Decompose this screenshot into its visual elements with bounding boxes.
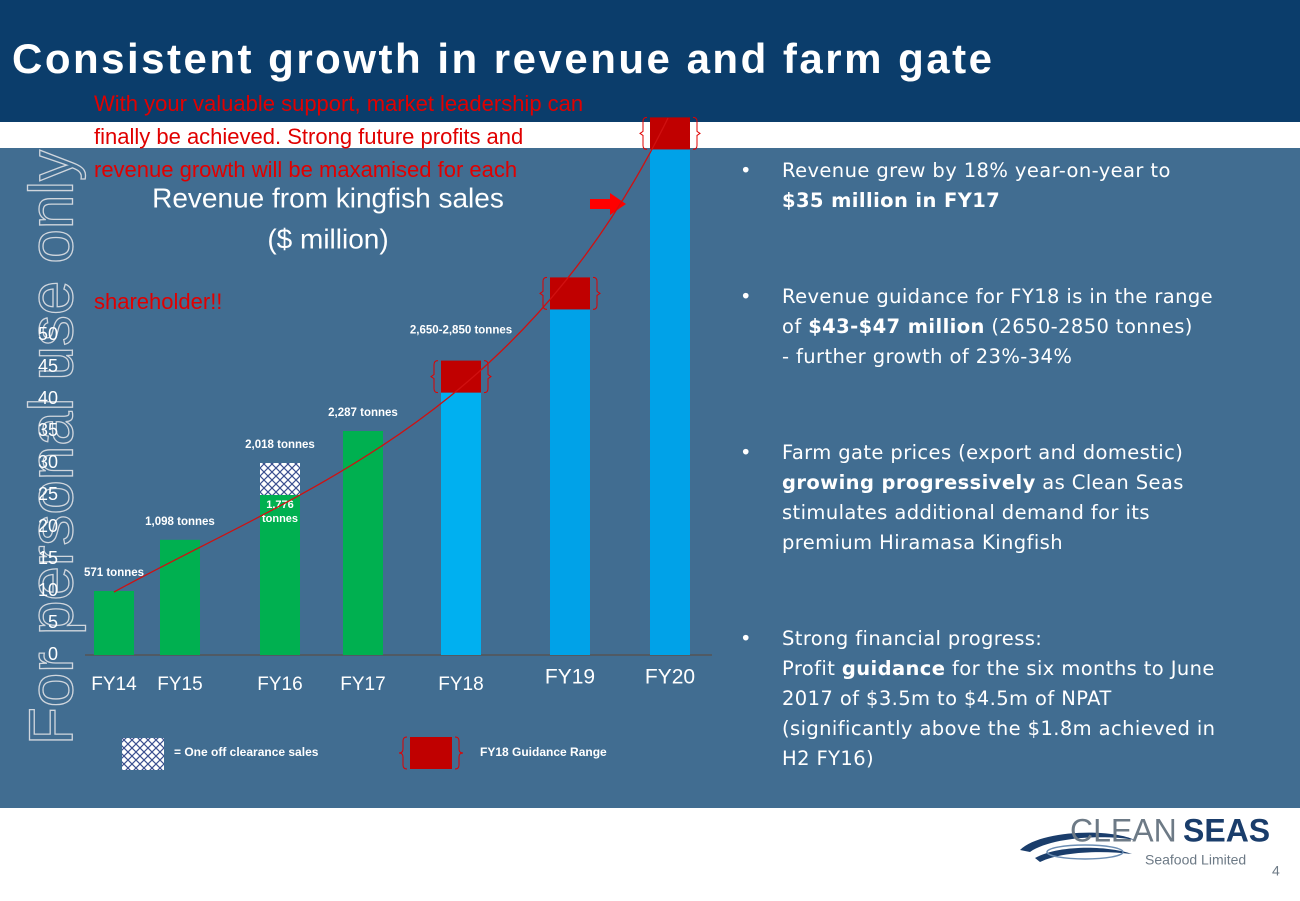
- bullet-text: of: [782, 315, 809, 338]
- legend-label: = One off clearance sales: [174, 745, 319, 759]
- bullet-text: guidance: [841, 657, 946, 680]
- x-tick-label: FY14: [91, 674, 137, 695]
- bullet-text: Strong financial progress:: [782, 627, 1043, 650]
- bar: [441, 392, 481, 655]
- bullet-text: - further growth of 23%-34%: [782, 345, 1073, 368]
- annotation: revenue growth will be maxamised for eac…: [94, 157, 517, 182]
- watermark: For personal use only: [17, 150, 86, 745]
- header-band: [0, 0, 1300, 122]
- bullet-text: (significantly above the $1.8m achieved …: [782, 717, 1216, 740]
- chart-title: Revenue from kingfish sales: [152, 182, 504, 213]
- y-tick-label: 5: [48, 612, 58, 632]
- logo: CLEAN SEAS Seafood Limited: [1020, 812, 1270, 868]
- page-number: 4: [1272, 863, 1280, 879]
- bar: [343, 431, 383, 655]
- bullet-text: for the six months to June: [945, 657, 1215, 680]
- bar: [650, 117, 690, 150]
- bullet-text: growing progressively: [782, 471, 1036, 494]
- bullet-text: H2 FY16): [782, 747, 875, 770]
- x-tick-label: FY20: [645, 666, 695, 689]
- y-tick-label: 0: [48, 644, 58, 664]
- bar: [260, 463, 300, 495]
- x-tick-label: FY19: [545, 666, 595, 689]
- bullet-text: Revenue grew by 18% year-on-year to: [782, 159, 1171, 182]
- bullet: Revenue guidance for FY18 is in the rang…: [740, 282, 1215, 372]
- data-label: 571 tonnes: [84, 567, 144, 579]
- bar: [260, 495, 300, 655]
- data-label: 2,287 tonnes: [328, 407, 398, 419]
- x-tick-label: FY16: [257, 674, 302, 695]
- bullet-text: 2017 of $3.5m to $4.5m of NPAT: [782, 687, 1112, 710]
- data-label: 1,098 tonnes: [145, 516, 215, 528]
- data-label: 2,650-2,850 tonnes: [410, 325, 512, 337]
- bullet-text: premium Hiramasa Kingfish: [782, 531, 1063, 554]
- bullet-text: $35 million in FY17: [782, 189, 1001, 212]
- x-tick-label: FY18: [438, 674, 483, 695]
- annotation: finally be achieved. Strong future profi…: [94, 124, 523, 149]
- y-tick-label: 50: [38, 324, 58, 344]
- guidance-brace: [539, 276, 601, 310]
- logo-text: CLEAN: [1070, 812, 1177, 848]
- y-tick-label: 45: [38, 356, 58, 376]
- bar: [650, 149, 690, 655]
- y-tick-label: 25: [38, 484, 58, 504]
- legend-swatch: [410, 737, 452, 769]
- bullet-text: (2650-2850 tonnes): [984, 315, 1193, 338]
- bullet-list: Revenue grew by 18% year-on-year to $35 m…: [740, 156, 1215, 774]
- y-tick-label: 35: [38, 420, 58, 440]
- chart-title: ($ million): [267, 223, 388, 254]
- bullet: Strong financial progress: Profit guidanc…: [740, 624, 1215, 774]
- logo-text: SEAS: [1183, 812, 1270, 848]
- guidance-brace: [430, 360, 492, 394]
- guidance-brace: [639, 116, 701, 150]
- bullet: Revenue grew by 18% year-on-year to $35 m…: [740, 156, 1215, 216]
- bar: [550, 277, 590, 310]
- x-tick-label: FY15: [157, 674, 202, 695]
- y-tick-label: 40: [38, 388, 58, 408]
- logo-subtitle: Seafood Limited: [1145, 852, 1246, 868]
- bullet-text: Profit: [782, 657, 842, 680]
- y-tick-label: 10: [38, 580, 58, 600]
- annotation: With your valuable support, market leade…: [94, 91, 583, 116]
- y-tick-label: 20: [38, 516, 58, 536]
- bar: [94, 591, 134, 655]
- y-tick-label: 15: [38, 548, 58, 568]
- legend-swatch: [122, 738, 164, 770]
- legend-brace: [398, 736, 464, 770]
- data-label: 2,018 tonnes: [245, 439, 315, 451]
- annotation: shareholder!!: [94, 289, 222, 314]
- y-tick-label: 30: [38, 452, 58, 472]
- x-tick-label: FY17: [340, 674, 385, 695]
- bullet-text: Farm gate prices (export and domestic): [782, 441, 1184, 464]
- bullet-text: stimulates additional demand for its: [782, 501, 1150, 524]
- bullet-text: as Clean Seas: [1035, 471, 1184, 494]
- bullet-text: $43-$47 million: [808, 315, 985, 338]
- bullet-text: Revenue guidance for FY18 is in the rang…: [782, 285, 1214, 308]
- slide-title: Consistent growth in revenue and farm ga…: [12, 35, 994, 82]
- chart: 0 5 10 15 20 25 30 35 40 45 50 571 tonnes FY14 1,098 …: [38, 116, 701, 695]
- bar: [550, 309, 590, 655]
- bar: [160, 539, 200, 655]
- trend-line: [113, 117, 669, 593]
- legend-label: FY18 Guidance Range: [480, 745, 607, 759]
- bullet: Farm gate prices (export and domestic) gr…: [740, 438, 1215, 558]
